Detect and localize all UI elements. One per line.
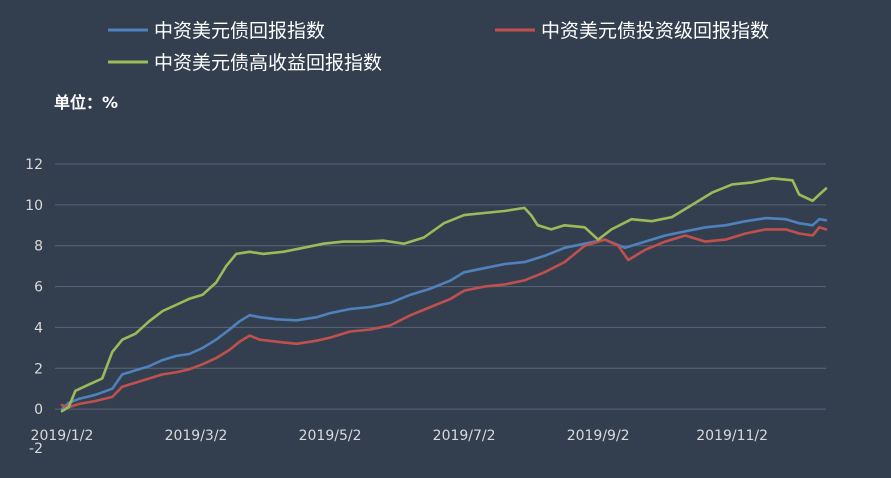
legend-label-1: 中资美元债投资级回报指数 bbox=[541, 20, 769, 42]
x-tick-label: 2019/5/2 bbox=[299, 428, 362, 444]
x-tick-label: 2019/11/2 bbox=[696, 428, 768, 444]
y-tick-label: 12 bbox=[25, 157, 43, 173]
legend-label-2: 中资美元债高收益回报指数 bbox=[154, 52, 382, 74]
y-tick-label: 2 bbox=[34, 361, 43, 377]
series-line-1 bbox=[60, 226, 828, 409]
y-tick-label: 10 bbox=[25, 198, 43, 214]
x-axis-ticks: 2019/1/2 2019/3/2 2019/5/2 2019/7/2 2019/9/2… bbox=[31, 428, 769, 444]
series-line-0 bbox=[60, 216, 828, 411]
y-tick-label: 4 bbox=[34, 320, 43, 336]
y-tick-label: 8 bbox=[34, 239, 43, 255]
gridlines bbox=[55, 163, 826, 410]
series-line-2 bbox=[60, 177, 828, 413]
x-tick-label: 2019/3/2 bbox=[165, 428, 228, 444]
series-lines bbox=[60, 177, 828, 413]
legend-label-0: 中资美元债回报指数 bbox=[154, 20, 325, 42]
y-tick-label: 0 bbox=[34, 402, 43, 418]
y-tick-label: -2 bbox=[29, 441, 43, 457]
unit-label: 单位：% bbox=[54, 93, 118, 112]
y-tick-label: 6 bbox=[34, 280, 43, 296]
x-tick-label: 2019/9/2 bbox=[567, 428, 630, 444]
x-tick-label: 2019/1/2 bbox=[31, 428, 94, 444]
y-axis-ticks: -2 0 2 4 6 8 10 12 bbox=[25, 157, 43, 457]
x-tick-label: 2019/7/2 bbox=[433, 428, 496, 444]
